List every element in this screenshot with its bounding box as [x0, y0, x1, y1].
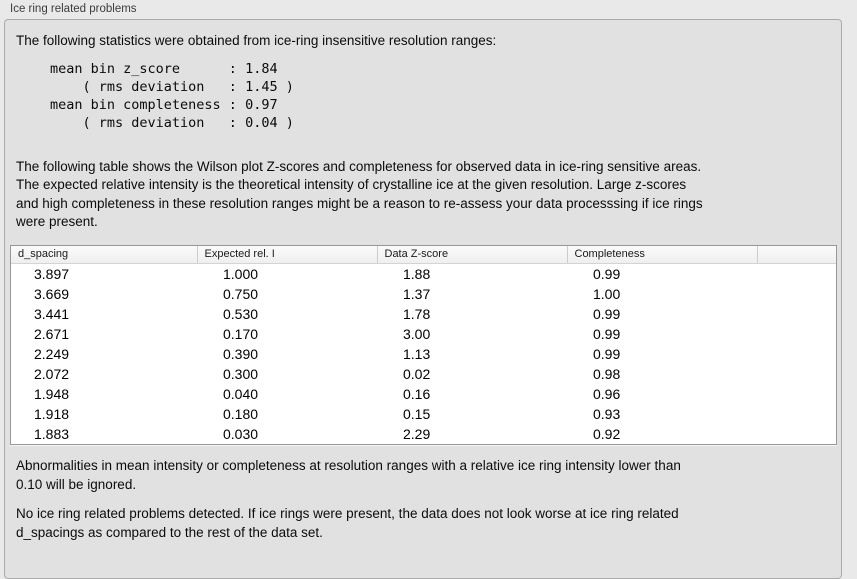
- table-cell: 3.441: [34, 305, 70, 322]
- table-cell: [757, 384, 836, 404]
- table-cell: 0.92: [593, 425, 621, 442]
- column-header-z-score[interactable]: Data Z-score: [377, 245, 568, 264]
- table-row[interactable]: 2.072 0.300 0.02 0.98: [11, 364, 836, 384]
- table-cell: 2.671: [34, 325, 70, 342]
- table-cell: [757, 364, 836, 384]
- table-cell: 0.99: [593, 345, 621, 362]
- table-row[interactable]: 2.249 0.390 1.13 0.99: [11, 344, 836, 364]
- ice-ring-report-page: { "panel": { "title": "Ice ring related …: [4, 3, 842, 579]
- ice-ring-list-control: d_spacing Expected rel. I Data Z-score C…: [11, 245, 836, 444]
- table-cell: 0.390: [223, 345, 259, 362]
- table-description: The following table shows the Wilson plo…: [16, 158, 703, 230]
- table-cell: 0.15: [403, 405, 431, 422]
- stats-block: mean bin z_score : 1.84 ( rms deviation …: [50, 60, 294, 131]
- table-cell: 3.669: [34, 285, 70, 302]
- table-cell: 0.300: [223, 365, 259, 382]
- ice-ring-table[interactable]: d_spacing Expected rel. I Data Z-score C…: [10, 244, 837, 445]
- table-row[interactable]: 1.948 0.040 0.16 0.96: [11, 384, 836, 404]
- table-cell: 0.180: [223, 405, 259, 422]
- table-cell: 1.13: [403, 345, 431, 362]
- table-cell: 1.918: [34, 405, 70, 422]
- table-cell: [757, 263, 836, 284]
- table-cell: 2.249: [34, 345, 70, 362]
- table-cell: [757, 304, 836, 324]
- table-cell: 1.78: [403, 305, 431, 322]
- ignore-note: Abnormalities in mean intensity or compl…: [16, 457, 681, 492]
- table-cell: 0.98: [593, 365, 621, 382]
- table-cell: 1.00: [593, 285, 621, 302]
- column-header-completeness[interactable]: Completeness: [567, 245, 758, 264]
- intro-text: The following statistics were obtained f…: [16, 33, 497, 48]
- table-cell: [757, 404, 836, 424]
- table-cell: [757, 324, 836, 344]
- table-row[interactable]: 3.669 0.750 1.37 1.00: [11, 284, 836, 304]
- table-cell: 3.00: [403, 325, 431, 342]
- table-cell: 2.072: [34, 365, 70, 382]
- table-cell: 0.030: [223, 425, 259, 442]
- table-cell: 1.000: [223, 265, 259, 282]
- table-cell: 1.37: [403, 285, 431, 302]
- table-row[interactable]: 2.671 0.170 3.00 0.99: [11, 324, 836, 344]
- table-cell: 0.16: [403, 385, 431, 402]
- table-cell: 0.96: [593, 385, 621, 402]
- table-cell: [757, 424, 836, 444]
- table-cell: 0.750: [223, 285, 259, 302]
- table-cell: 2.29: [403, 425, 431, 442]
- table-cell: 1.88: [403, 265, 431, 282]
- panel-title: Ice ring related problems: [10, 3, 137, 15]
- column-header-empty: [757, 245, 836, 264]
- table-row[interactable]: 1.918 0.180 0.15 0.93: [11, 404, 836, 424]
- table-cell: 0.170: [223, 325, 259, 342]
- table-cell: 1.948: [34, 385, 70, 402]
- table-cell: 0.99: [593, 305, 621, 322]
- column-header-expected-i[interactable]: Expected rel. I: [197, 245, 378, 264]
- table-row[interactable]: 3.897 1.000 1.88 0.99: [11, 263, 836, 284]
- table-cell: [757, 344, 836, 364]
- table-body: 3.897 1.000 1.88 0.99 3.669 0.750 1.37 1.00 3.44…: [11, 263, 836, 444]
- table-cell: 0.99: [593, 325, 621, 342]
- table-cell: [757, 284, 836, 304]
- table-cell: 0.93: [593, 405, 621, 422]
- table-cell: 0.040: [223, 385, 259, 402]
- table-header: d_spacing Expected rel. I Data Z-score C…: [11, 245, 836, 264]
- table-cell: 3.897: [34, 265, 70, 282]
- table-cell: 0.530: [223, 305, 259, 322]
- column-header-d-spacing[interactable]: d_spacing: [11, 245, 198, 264]
- table-cell: 0.99: [593, 265, 621, 282]
- table-cell: 0.02: [403, 365, 431, 382]
- table-row[interactable]: 3.441 0.530 1.78 0.99: [11, 304, 836, 324]
- conclusion-text: No ice ring related problems detected. I…: [16, 506, 679, 540]
- ice-ring-panel: The following statistics were obtained f…: [4, 19, 842, 579]
- table-row[interactable]: 1.883 0.030 2.29 0.92: [11, 424, 836, 444]
- table-cell: 1.883: [34, 425, 70, 442]
